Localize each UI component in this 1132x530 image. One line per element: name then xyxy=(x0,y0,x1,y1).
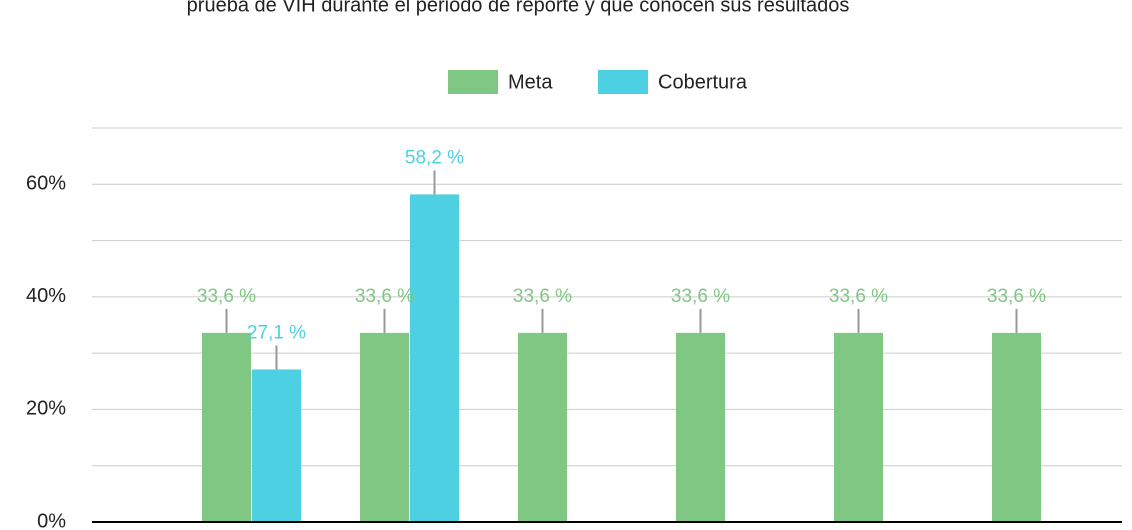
chart-title: prueba de VIH durante el periodo de repo… xyxy=(187,0,850,16)
legend-label: Meta xyxy=(508,71,553,93)
bar xyxy=(518,332,567,522)
bar xyxy=(202,332,251,522)
data-label: 58,2 % xyxy=(405,147,464,168)
legend-swatch xyxy=(598,70,648,94)
y-tick-label: 60% xyxy=(26,173,66,195)
data-label: 33,6 % xyxy=(197,286,256,307)
legend-swatch xyxy=(448,70,498,94)
data-label: 33,6 % xyxy=(829,286,888,307)
data-label: 33,6 % xyxy=(671,286,730,307)
data-label: 33,6 % xyxy=(987,286,1046,307)
data-label: 33,6 % xyxy=(355,286,414,307)
bar xyxy=(992,332,1041,522)
legend-label: Cobertura xyxy=(658,71,748,93)
bar xyxy=(834,332,883,522)
y-tick-label: 0% xyxy=(37,510,66,530)
y-tick-label: 40% xyxy=(26,285,66,307)
data-label: 33,6 % xyxy=(513,286,572,307)
y-tick-label: 20% xyxy=(26,398,66,420)
bar xyxy=(360,332,409,522)
bar xyxy=(252,369,301,522)
data-label: 27,1 % xyxy=(247,322,306,343)
bar xyxy=(676,332,725,522)
bar xyxy=(410,194,459,522)
